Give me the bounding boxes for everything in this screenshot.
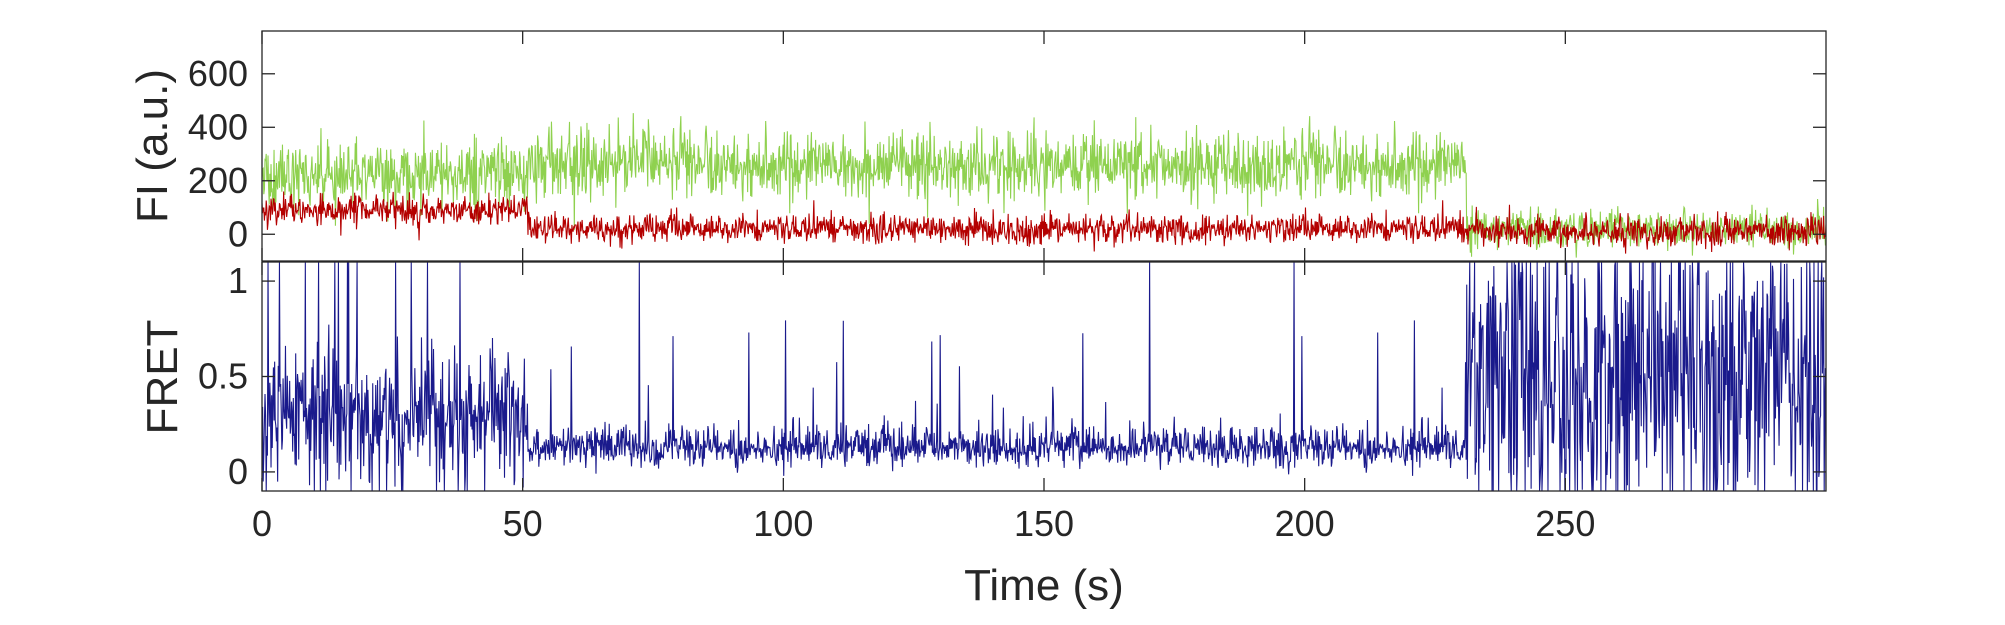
- y-tick-label: 0.5: [198, 356, 248, 397]
- x-tick-label: 150: [1014, 503, 1074, 544]
- y-tick-label: 0: [228, 451, 248, 492]
- acceptor-intensity-line: [262, 191, 1826, 254]
- x-tick-label: 100: [753, 503, 813, 544]
- x-tick-label: 250: [1535, 503, 1595, 544]
- y-tick-label: 600: [188, 53, 248, 94]
- fret-efficiency-line: [262, 262, 1826, 491]
- fluorescence-intensity-plot: 0 200 400 600: [188, 30, 1827, 262]
- fret-axis-label: FRET: [138, 320, 187, 435]
- x-tick-label: 50: [503, 503, 543, 544]
- y-tick-label: 400: [188, 106, 248, 147]
- x-tick-label: 200: [1275, 503, 1335, 544]
- fret-efficiency-plot: 0 50 100 150 200 250 0 0.5 1: [198, 260, 1827, 544]
- y-tick-label: 1: [228, 260, 248, 301]
- donor-intensity-line: [262, 113, 1826, 258]
- x-tick-label: 0: [252, 503, 272, 544]
- y-tick-label: 200: [188, 160, 248, 201]
- time-axis-label: Time (s): [964, 561, 1124, 610]
- y-tick-label: 0: [228, 213, 248, 254]
- fi-axis-label: FI (a.u.): [128, 69, 177, 223]
